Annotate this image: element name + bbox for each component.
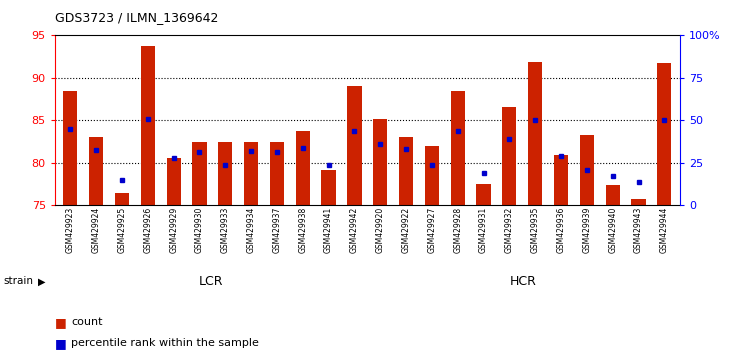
Bar	[322, 170, 336, 205]
Bar	[295, 131, 310, 205]
Text: count: count	[71, 317, 102, 327]
Bar	[605, 185, 620, 205]
Bar	[477, 184, 491, 205]
Bar	[502, 107, 517, 205]
Bar	[244, 142, 258, 205]
Bar	[554, 155, 568, 205]
Bar	[580, 135, 594, 205]
Text: LCR: LCR	[199, 275, 224, 288]
Bar	[115, 193, 129, 205]
Text: strain: strain	[4, 276, 34, 286]
Bar	[632, 199, 645, 205]
Bar	[373, 119, 387, 205]
Text: GDS3723 / ILMN_1369642: GDS3723 / ILMN_1369642	[55, 11, 218, 24]
Bar	[167, 158, 181, 205]
Bar	[192, 142, 207, 205]
Bar	[270, 142, 284, 205]
Bar	[89, 137, 103, 205]
Bar	[399, 137, 413, 205]
Bar	[450, 91, 465, 205]
Bar	[218, 142, 232, 205]
Bar	[528, 62, 542, 205]
Bar	[347, 86, 362, 205]
Text: percentile rank within the sample: percentile rank within the sample	[71, 338, 259, 348]
Bar	[63, 91, 77, 205]
Bar	[425, 146, 439, 205]
Bar	[657, 63, 672, 205]
Text: ■: ■	[55, 337, 67, 350]
Bar	[140, 46, 155, 205]
Text: HCR: HCR	[510, 275, 537, 288]
Text: ▶: ▶	[38, 276, 45, 286]
Text: ■: ■	[55, 316, 67, 329]
